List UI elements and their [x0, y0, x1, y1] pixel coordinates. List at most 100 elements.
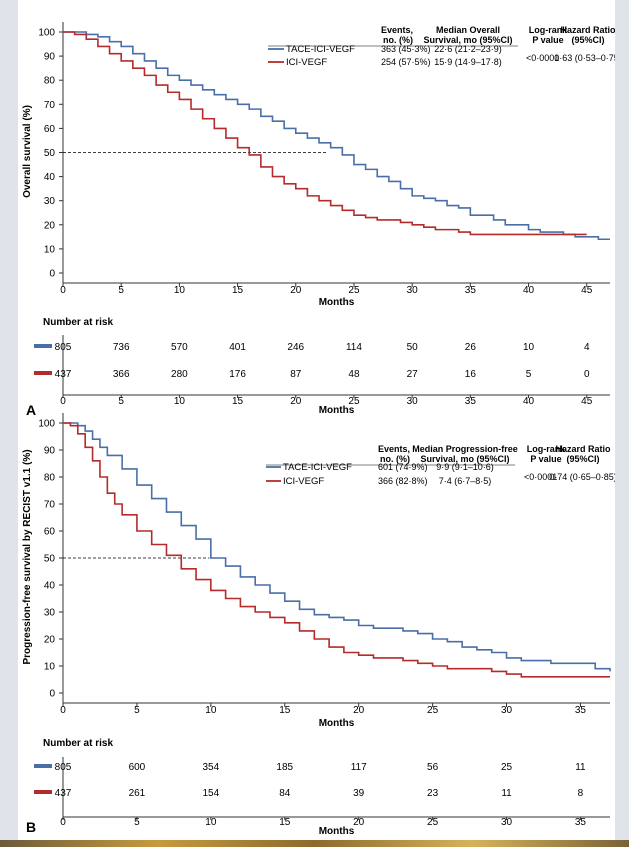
panel-b-risk-value-tace-ici-vegf: 56: [427, 762, 439, 773]
panel-b-risk-value-ici-vegf: 23: [427, 788, 439, 799]
panel-b-header-median: Survival, mo (95%CI): [420, 454, 509, 464]
panel-a-y-tick-label: 0: [49, 269, 55, 280]
panel-a-y-tick-label: 30: [44, 196, 56, 207]
panel-a-log-rank-p: <0·0001: [526, 53, 559, 63]
panel-b-risk-x-axis-label: Months: [319, 826, 355, 837]
panel-a-y-tick-label: 10: [44, 244, 56, 255]
panel-b-risk-swatch-ici-vegf: [34, 790, 52, 794]
panel-a-y-tick-label: 50: [44, 148, 56, 159]
panel-b-risk-value-ici-vegf: 154: [202, 788, 219, 799]
panel-b-legend-name-ici-vegf: ICI-VEGF: [283, 476, 324, 487]
panel-a-header-hr: Hazard Ratio: [560, 25, 615, 35]
figure: 0 10 20 30 40 50 60 70 80 90 100 0 5 10 15 20 25 30 35 40 45…: [18, 0, 622, 840]
panel-a-median-ici-vegf: 15·9 (14·9–17·8): [434, 57, 502, 67]
panel-a-legend-name-ici-vegf: ICI-VEGF: [286, 57, 327, 68]
panel-b-risk-value-ici-vegf: 84: [279, 788, 291, 799]
panel-b-risk-value-ici-vegf: 39: [353, 788, 365, 799]
panel-a-header-hr: (95%CI): [571, 35, 604, 45]
panel-b-risk-swatch-tace-ici-vegf: [34, 764, 52, 768]
panel-b-risk-x-tick-label: 30: [501, 817, 513, 828]
panel-b-y-tick-label: 80: [44, 473, 56, 484]
panel-b-legend-name-tace-ici-vegf: TACE-ICI-VEGF: [283, 462, 352, 473]
panel-b-risk-x-tick-label: 35: [575, 817, 587, 828]
panel-a-risk-value-tace-ici-vegf: 736: [113, 342, 130, 353]
panel-a-x-tick-label: 15: [232, 285, 244, 296]
panel-a-risk-value-tace-ici-vegf: 114: [346, 342, 362, 353]
panel-a-risk-value-tace-ici-vegf: 26: [465, 342, 477, 353]
panel-a-header-events: Events,: [381, 25, 413, 35]
panel-b-x-tick-label: 0: [60, 705, 66, 716]
panel-b-risk-value-tace-ici-vegf: 11: [575, 762, 586, 773]
panel-b-header-logrank: P value: [530, 454, 561, 464]
panel-a-x-tick-label: 45: [581, 285, 593, 296]
panel-b-x-tick-label: 25: [427, 705, 439, 716]
panel-b-risk-value-tace-ici-vegf: 117: [351, 762, 367, 773]
panel-b-label: B: [26, 819, 36, 835]
panel-a-risk-x-tick-label: 20: [290, 396, 302, 407]
panel-b-y-tick-label: 50: [44, 554, 56, 565]
panel-b-x-tick-label: 20: [353, 705, 365, 716]
panel-b-events-tace-ici-vegf: 601 (74·9%): [378, 462, 428, 472]
panel-b-curve-tace-ici-vegf: [63, 422, 611, 672]
panel-b-x-tick-label: 10: [205, 705, 217, 716]
panel-a-header-median: Survival, mo (95%CI): [423, 35, 512, 45]
panel-b-header-hr: (95%CI): [566, 454, 599, 464]
panel-b-median-ici-vegf: 7·4 (6·7–8·5): [439, 476, 492, 486]
panel-b-x-tick-label: 35: [575, 705, 587, 716]
panel-a-risk-value-tace-ici-vegf: 50: [407, 342, 419, 353]
panel-b-x-tick-label: 15: [279, 705, 291, 716]
panel-a-y-tick-label: 70: [44, 100, 56, 111]
panel-a-x-tick-label: 0: [60, 285, 66, 296]
panel-a-risk-title: Number at risk: [43, 317, 113, 328]
panel-a-risk-x-tick-label: 25: [348, 396, 360, 407]
panel-b-header-events: no. (%): [380, 454, 410, 464]
panel-a-risk-x-tick-label: 45: [581, 396, 593, 407]
panel-b-y-tick-label: 40: [44, 581, 56, 592]
panel-a-header-events: no. (%): [383, 35, 413, 45]
panel-a-risk-value-ici-vegf: 437: [55, 369, 72, 380]
panel-b-y-tick-label: 70: [44, 500, 56, 511]
panel-a-risk-value-ici-vegf: 27: [407, 369, 419, 380]
panel-a-legend-name-tace-ici-vegf: TACE-ICI-VEGF: [286, 44, 355, 55]
panel-b-log-rank-p: <0·0001: [524, 472, 557, 482]
panel-b-risk-x-tick-label: 0: [60, 817, 66, 828]
panel-a-risk-x-tick-label: 5: [118, 396, 124, 407]
panel-b-y-tick-label: 0: [49, 689, 55, 700]
panel-a-risk-swatch-ici-vegf: [34, 371, 52, 375]
panel-b-y-tick-label: 30: [44, 608, 56, 619]
panel-a-risk-value-ici-vegf: 48: [348, 369, 360, 380]
panel-a-hazard-ratio: 0·63 (0·53–0·75): [554, 53, 615, 63]
panel-b-header-events: Events,: [378, 444, 410, 454]
panel-b-risk-x-tick-label: 15: [279, 817, 291, 828]
decorative-footer-bar: [0, 840, 629, 847]
panel-a-y-tick-label: 90: [44, 52, 56, 63]
panel-a-curve-ici-vegf: [63, 31, 587, 236]
panel-b-risk-value-tace-ici-vegf: 600: [129, 762, 146, 773]
panel-a-risk-value-tace-ici-vegf: 10: [523, 342, 535, 353]
panel-b-risk-value-ici-vegf: 8: [578, 788, 584, 799]
panel-a-risk-value-tace-ici-vegf: 4: [584, 342, 590, 353]
panel-a-x-tick-label: 30: [407, 285, 419, 296]
panel-b-y-axis-label: Progression-free survival by RECIST v1.1…: [22, 449, 33, 664]
panel-a-y-tick-label: 60: [44, 124, 56, 135]
panel-a-header-logrank: Log-rank: [529, 25, 568, 35]
panel-a-risk-swatch-tace-ici-vegf: [34, 344, 52, 348]
panel-a-risk-value-ici-vegf: 87: [290, 369, 302, 380]
panel-a-curve-tace-ici-vegf: [63, 31, 610, 241]
panel-b-risk-value-tace-ici-vegf: 25: [501, 762, 513, 773]
panel-b-header-hr: Hazard Ratio: [555, 444, 611, 454]
panel-b-x-tick-label: 30: [501, 705, 513, 716]
panel-a-events-tace-ici-vegf: 363 (45·3%): [381, 44, 431, 54]
panel-a-header-logrank: P value: [532, 35, 563, 45]
panel-a-x-tick-label: 20: [290, 285, 302, 296]
panel-a-label: A: [26, 402, 36, 418]
panel-b-y-tick-label: 60: [44, 527, 56, 538]
panel-a-header-median: Median Overall: [436, 25, 500, 35]
panel-a-risk-value-ici-vegf: 280: [171, 369, 188, 380]
panel-a-median-tace-ici-vegf: 22·6 (21·2–23·9): [434, 44, 502, 54]
panel-a-risk-value-ici-vegf: 5: [526, 369, 532, 380]
panel-b-header-logrank: Log-rank: [527, 444, 566, 454]
panel-a-risk-x-tick-label: 40: [523, 396, 535, 407]
panel-a-x-tick-label: 35: [465, 285, 477, 296]
